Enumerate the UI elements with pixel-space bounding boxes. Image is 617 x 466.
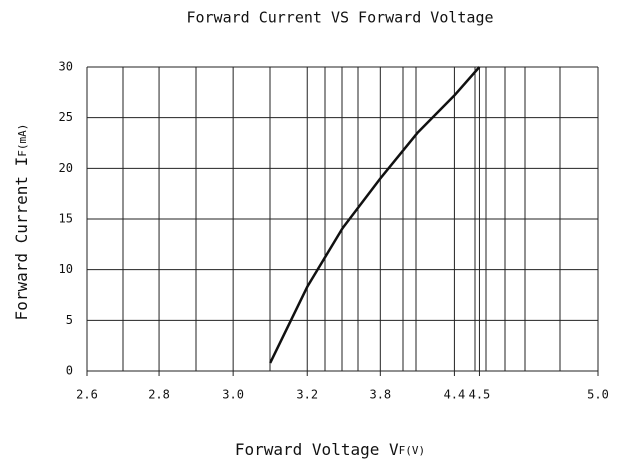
y-axis-label-sub: F(mA) — [16, 124, 29, 157]
y-tick-label: 20 — [59, 161, 73, 175]
x-tick-label: 3.2 — [296, 388, 318, 402]
x-tick-label: 5.0 — [587, 388, 609, 402]
y-tick-label: 15 — [59, 212, 73, 226]
data-line — [269, 66, 481, 364]
x-axis-label-sub: F(V) — [399, 444, 426, 457]
y-axis-label: Forward Current IF(mA) — [12, 124, 31, 321]
y-tick-label: 0 — [66, 364, 73, 378]
y-axis-label-main: Forward Current I — [12, 157, 31, 321]
y-tick-label: 25 — [59, 110, 73, 124]
x-tick-label: 2.8 — [148, 388, 170, 402]
x-axis-label: Forward Voltage VF(V) — [235, 440, 425, 459]
x-tick-label: 4.4 — [444, 388, 466, 402]
chart-title: Forward Current VS Forward Voltage — [186, 9, 493, 27]
x-tick-label: 3.0 — [222, 388, 244, 402]
x-tick-label: 4.5 — [469, 388, 491, 402]
x-axis-label-main: Forward Voltage V — [235, 440, 399, 459]
x-tick-label: 2.6 — [76, 388, 98, 402]
x-tick-label: 3.8 — [369, 388, 391, 402]
y-tick-label: 5 — [66, 313, 73, 327]
y-tick-label: 10 — [59, 262, 73, 276]
y-tick-label: 30 — [59, 60, 73, 74]
